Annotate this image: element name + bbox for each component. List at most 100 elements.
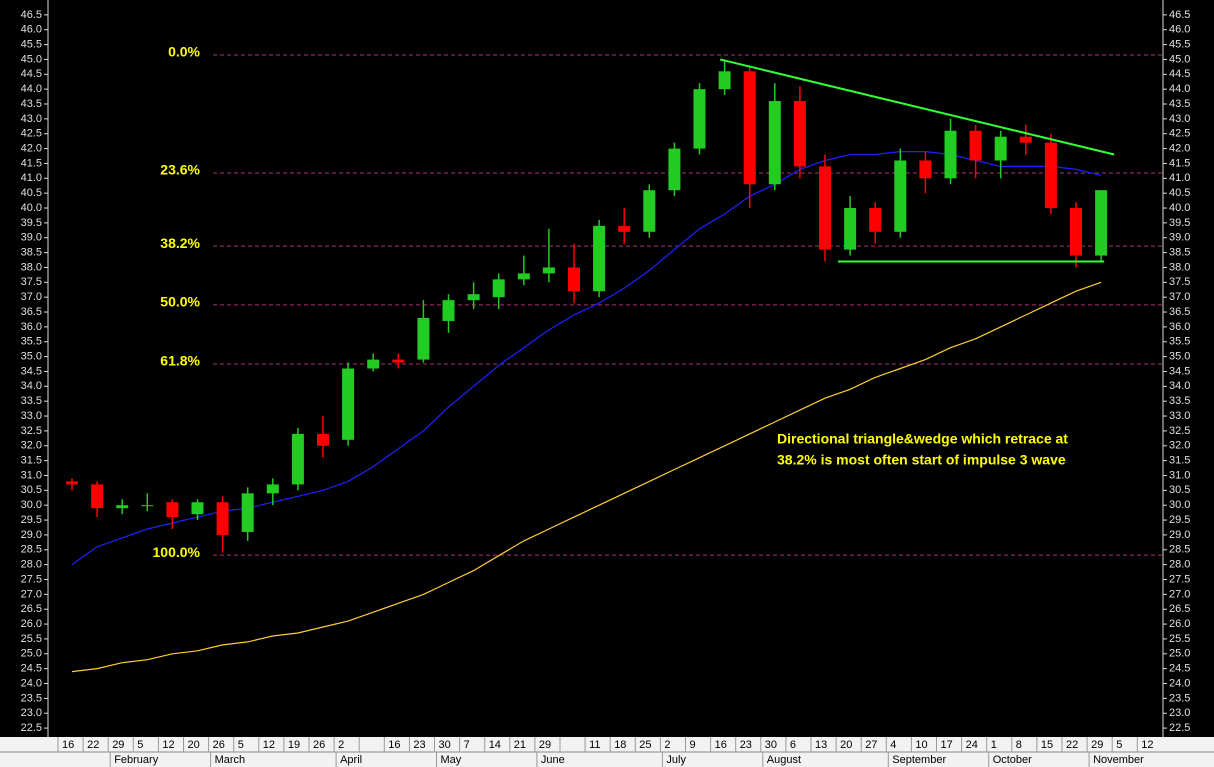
x-tick-label: 26 (213, 739, 225, 751)
y-tick-label: 23.5 (21, 692, 42, 704)
y-tick-label: 32.0 (1169, 440, 1190, 452)
y-tick-label: 26.5 (21, 603, 42, 615)
y-tick-label: 39.0 (1169, 232, 1190, 244)
y-tick-label: 29.5 (1169, 514, 1190, 526)
x-tick-label: 2 (338, 739, 344, 751)
candle-body (166, 502, 179, 518)
y-tick-label: 45.5 (1169, 38, 1190, 50)
candle-body (542, 267, 555, 274)
candle-body (1019, 136, 1032, 143)
x-tick-label: 12 (1141, 739, 1153, 751)
candle-body (593, 225, 606, 292)
month-label: February (114, 754, 159, 766)
y-tick-label: 38.0 (21, 261, 42, 273)
y-tick-label: 37.5 (1169, 276, 1190, 288)
y-tick-label: 35.0 (21, 351, 42, 363)
y-tick-label: 26.5 (1169, 603, 1190, 615)
candle-body (141, 505, 154, 507)
fib-label: 38.2% (160, 235, 200, 251)
y-tick-label: 28.0 (1169, 559, 1190, 571)
candle-body (392, 359, 405, 363)
candle-body (819, 166, 831, 250)
x-tick-label: 21 (514, 739, 526, 751)
candle-body (317, 433, 329, 446)
x-tick-label: 23 (740, 739, 752, 751)
y-tick-label: 37.0 (1169, 291, 1190, 303)
y-tick-label: 34.0 (1169, 380, 1190, 392)
y-tick-label: 38.0 (1169, 261, 1190, 273)
y-tick-label: 37.5 (21, 276, 42, 288)
candle-body (367, 359, 380, 369)
candle-body (442, 300, 455, 321)
candle-body (969, 130, 982, 161)
month-label: September (892, 754, 946, 766)
x-tick-label: 27 (865, 739, 877, 751)
y-tick-label: 25.0 (21, 648, 42, 660)
candle-body (116, 505, 129, 509)
y-tick-label: 40.0 (1169, 202, 1190, 214)
x-tick-label: 11 (589, 739, 600, 751)
y-tick-label: 26.0 (21, 618, 42, 630)
y-tick-label: 28.5 (1169, 544, 1190, 556)
candle-body (718, 71, 731, 90)
y-tick-label: 29.0 (21, 529, 42, 541)
candle-body (91, 484, 104, 509)
y-tick-label: 43.5 (1169, 98, 1190, 110)
y-tick-label: 22.5 (21, 722, 42, 734)
y-tick-label: 37.0 (21, 291, 42, 303)
y-tick-label: 30.5 (1169, 484, 1190, 496)
x-tick-label: 26 (313, 739, 325, 751)
y-tick-label: 33.0 (21, 410, 42, 422)
x-tick-label: 2 (664, 739, 670, 751)
x-tick-label: 23 (413, 739, 425, 751)
candle-body (743, 71, 756, 185)
y-tick-label: 45.0 (21, 53, 42, 65)
y-tick-label: 23.5 (1169, 692, 1190, 704)
month-label: April (340, 754, 362, 766)
y-tick-label: 27.5 (1169, 573, 1190, 585)
candle-body (417, 317, 430, 360)
y-tick-label: 41.0 (1169, 172, 1190, 184)
candle-body (1044, 142, 1057, 209)
y-tick-label: 30.5 (21, 484, 42, 496)
y-tick-label: 34.5 (21, 365, 42, 377)
y-tick-label: 32.5 (21, 425, 42, 437)
x-tick-label: 14 (489, 739, 501, 751)
x-tick-label: 9 (690, 739, 696, 751)
candle-body (517, 273, 530, 280)
x-tick-label: 17 (941, 739, 953, 751)
fib-label: 0.0% (168, 44, 200, 60)
x-tick-label: 30 (439, 739, 451, 751)
candle-body (191, 502, 204, 515)
candle-body (793, 101, 806, 167)
y-tick-label: 30.0 (21, 499, 42, 511)
y-tick-label: 39.5 (21, 217, 42, 229)
y-tick-label: 32.5 (1169, 425, 1190, 437)
y-tick-label: 36.5 (1169, 306, 1190, 318)
y-tick-label: 29.5 (21, 514, 42, 526)
y-tick-label: 35.5 (1169, 336, 1190, 348)
x-tick-label: 15 (1041, 739, 1053, 751)
x-tick-label: 5 (137, 739, 143, 751)
x-tick-label: 20 (840, 739, 852, 751)
y-tick-label: 31.0 (1169, 469, 1190, 481)
candle-body (894, 160, 907, 232)
y-tick-label: 28.5 (21, 544, 42, 556)
y-tick-label: 44.5 (1169, 68, 1190, 80)
y-tick-label: 25.0 (1169, 648, 1190, 660)
candle-body (492, 279, 505, 298)
y-tick-label: 33.0 (1169, 410, 1190, 422)
x-tick-label: 22 (87, 739, 99, 751)
y-tick-label: 32.0 (21, 440, 42, 452)
x-tick-label: 12 (263, 739, 275, 751)
y-tick-label: 30.0 (1169, 499, 1190, 511)
y-tick-label: 41.5 (1169, 157, 1190, 169)
fib-label: 100.0% (153, 544, 201, 560)
annotation: 38.2% is most often start of impulse 3 w… (777, 452, 1066, 468)
trendline (719, 58, 1115, 156)
y-tick-label: 39.5 (1169, 217, 1190, 229)
y-tick-label: 38.5 (21, 247, 42, 259)
x-tick-label: 5 (1116, 739, 1122, 751)
y-tick-label: 43.0 (1169, 113, 1190, 125)
